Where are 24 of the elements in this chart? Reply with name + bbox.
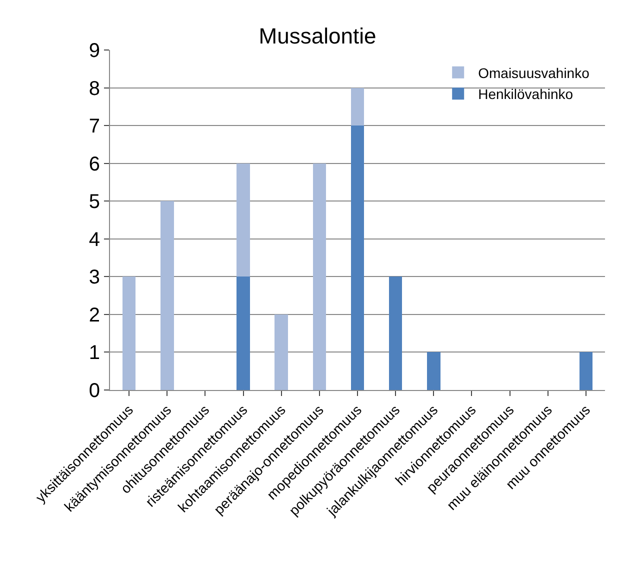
bar	[236, 276, 250, 390]
bar	[236, 163, 250, 277]
legend-label: Henkilövahinko	[478, 86, 574, 102]
bar	[274, 314, 288, 390]
bar	[350, 126, 364, 390]
bar	[312, 163, 326, 390]
y-tick-label: 9	[88, 40, 100, 62]
y-tick-label: 0	[88, 380, 100, 402]
y-tick-label: 7	[88, 116, 100, 138]
bar	[388, 276, 402, 390]
y-tick-label: 1	[88, 342, 100, 364]
y-tick-label: 2	[88, 304, 100, 326]
y-tick-label: 6	[88, 153, 100, 176]
bar	[350, 88, 364, 126]
y-tick-label: 8	[88, 78, 100, 100]
y-tick-label: 5	[88, 191, 100, 214]
bar	[160, 201, 174, 390]
bar	[122, 276, 136, 390]
legend-label: Omaisuusvahinko	[478, 64, 590, 81]
y-tick-label: 3	[88, 266, 100, 289]
bar	[426, 352, 440, 390]
chart-title: Mussalontie	[258, 24, 376, 49]
y-tick-label: 4	[88, 228, 100, 251]
bar	[579, 352, 593, 390]
